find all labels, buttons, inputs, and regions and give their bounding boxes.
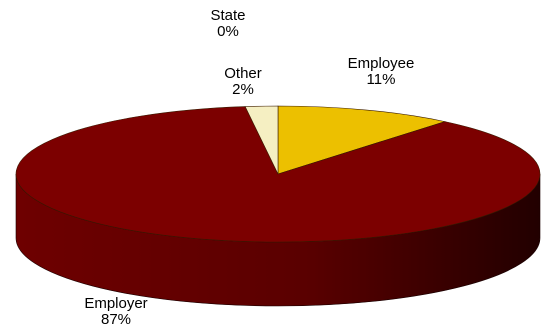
- label-state-value: 0%: [217, 23, 239, 40]
- label-other: Other 2%: [224, 65, 262, 98]
- label-employer-name: Employer: [84, 295, 147, 312]
- label-employee-name: Employee: [348, 55, 415, 72]
- label-employer-value: 87%: [101, 311, 131, 328]
- label-other-name: Other: [224, 65, 262, 82]
- slice-employee: [277, 105, 447, 175]
- label-state: State 0%: [210, 7, 245, 40]
- label-state-name: State: [210, 7, 245, 24]
- label-other-value: 2%: [232, 81, 254, 98]
- label-employee: Employee 11%: [348, 55, 415, 88]
- slice-employer: [15, 106, 541, 243]
- label-employee-value: 11%: [367, 71, 396, 88]
- label-employer: Employer 87%: [84, 295, 147, 328]
- slice-other: [244, 105, 279, 175]
